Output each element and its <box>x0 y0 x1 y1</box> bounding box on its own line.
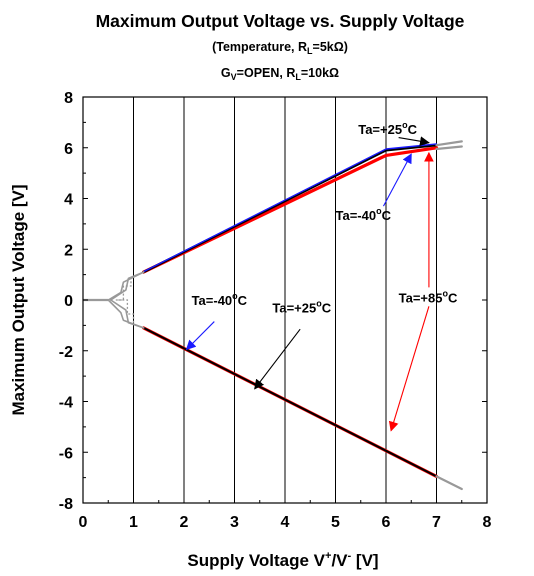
x-tick-label: 4 <box>281 514 290 531</box>
x-axis-label-end: [V] <box>351 551 378 570</box>
annotation-label: Ta=+85oC <box>399 289 458 306</box>
annotation-label: Ta=-40oC <box>336 206 392 223</box>
annotation-arrow <box>388 306 430 432</box>
annotation-label: Ta=-40oC <box>192 291 248 308</box>
series-line-gray-low-ext <box>435 475 463 491</box>
annotation-label: Ta=+25oC <box>272 299 331 316</box>
subtitle-suffix: =5kΩ) <box>313 40 348 54</box>
subtitle2-g-subscript: V <box>231 72 237 82</box>
x-axis-label-sup2: - <box>348 550 352 562</box>
x-axis-label: Supply Voltage V+/V- [V] <box>187 550 378 570</box>
x-tick-label: 7 <box>432 514 441 531</box>
annotation-arrow <box>254 328 301 390</box>
x-tick-label: 1 <box>129 514 138 531</box>
y-axis-label: Maximum Output Voltage [V] <box>9 184 28 415</box>
y-tick-label: 4 <box>64 192 73 209</box>
x-tick-label: 3 <box>230 514 239 531</box>
subtitle-prefix: (Temperature, R <box>212 40 307 54</box>
x-tick-label: 0 <box>79 514 88 531</box>
series-line-gray-fall-b <box>110 299 145 329</box>
y-tick-label: -2 <box>59 344 73 361</box>
y-tick-label: -4 <box>59 395 73 412</box>
series-line-ta-85-c-high <box>142 146 439 274</box>
subtitle2-end: =10kΩ <box>301 66 339 80</box>
x-tick-label: 5 <box>331 514 340 531</box>
y-tick-label: 6 <box>64 141 73 158</box>
x-tick-label: 2 <box>180 514 189 531</box>
startup-trace <box>118 299 135 325</box>
startup-trace <box>115 277 132 301</box>
subtitle2-mid: =OPEN, R <box>237 66 296 80</box>
x-axis-label-sup1: + <box>325 550 331 562</box>
annotation-arrow <box>398 136 430 147</box>
subtitle2-r-subscript: L <box>295 72 301 82</box>
series-line-gray-high-ext-2 <box>435 145 463 151</box>
series-line-gray-rise-b <box>110 271 145 301</box>
series-line-ta-25-c-high <box>142 143 438 274</box>
y-tick-label: 0 <box>64 293 73 310</box>
annotations: Ta=+25oC Ta=-40oC Ta=+85oC Ta=-40oC Ta=+25oC <box>185 120 458 432</box>
x-axis-label-main: Supply Voltage V <box>187 551 325 570</box>
grid-lines <box>133 97 437 503</box>
x-axis-label-mid: /V <box>331 551 348 570</box>
subtitle-subscript: L <box>307 46 313 56</box>
x-tick-label: 8 <box>483 514 492 531</box>
data-series <box>83 140 463 491</box>
y-tick-label: 2 <box>64 242 73 259</box>
annotation-arrow <box>185 321 215 351</box>
subtitle2-g: G <box>221 66 231 80</box>
y-tick-label: -8 <box>59 496 73 513</box>
annotation-label: Ta=+25oC <box>358 120 417 137</box>
annotation-arrow <box>382 153 412 207</box>
series-line-gray-high-ext <box>435 140 463 147</box>
chart-subtitle: (Temperature, RL=5kΩ) <box>212 40 348 56</box>
x-tick-label: 6 <box>382 514 391 531</box>
chart-subtitle-2: GV=OPEN, RL=10kΩ <box>221 66 339 82</box>
y-tick-label: -6 <box>59 445 73 462</box>
y-tick-label: 8 <box>64 90 73 107</box>
axis-ticks: 0 1 2 3 4 5 6 7 8 8 6 4 2 0 -2 -4 -6 -8 <box>59 90 492 531</box>
chart-title: Maximum Output Voltage vs. Supply Voltag… <box>96 11 465 31</box>
series-line-ta-25-c-low <box>142 326 438 478</box>
